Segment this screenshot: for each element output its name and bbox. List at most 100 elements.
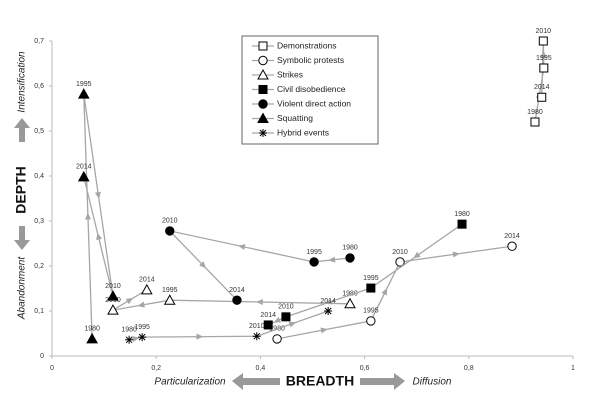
legend-label: Symbolic protests bbox=[277, 55, 344, 65]
data-point bbox=[77, 88, 90, 99]
direction-arrow bbox=[137, 301, 145, 308]
legend-marker bbox=[257, 68, 269, 80]
y-tick-label: 0,6 bbox=[34, 83, 44, 90]
direction-arrow bbox=[125, 297, 134, 305]
data-point bbox=[125, 335, 134, 344]
arrow-left bbox=[232, 373, 280, 390]
point-label: 1995 bbox=[363, 275, 379, 282]
data-point bbox=[263, 320, 273, 330]
point-label: 1980 bbox=[342, 245, 358, 252]
data-point bbox=[138, 333, 147, 342]
direction-arrow bbox=[196, 333, 204, 340]
legend-marker bbox=[259, 129, 267, 137]
point-label: 2010 bbox=[278, 304, 294, 311]
point-label: 2014 bbox=[534, 84, 550, 91]
arrow-up bbox=[14, 118, 30, 142]
arrow-down bbox=[14, 226, 30, 250]
point-label: 1995 bbox=[134, 324, 150, 331]
data-point bbox=[538, 36, 548, 46]
data-point bbox=[537, 92, 547, 102]
point-label: 1980 bbox=[342, 291, 358, 298]
data-point bbox=[366, 283, 376, 293]
point-label: 1980 bbox=[454, 211, 470, 218]
direction-arrow bbox=[381, 287, 388, 296]
legend-marker bbox=[257, 112, 269, 123]
point-label: 1980 bbox=[527, 109, 543, 116]
data-point bbox=[77, 170, 90, 182]
legend-marker bbox=[258, 99, 268, 109]
y-tick-label: 0,7 bbox=[34, 38, 44, 45]
point-label: 2014 bbox=[320, 298, 336, 305]
trajectory-line bbox=[167, 229, 351, 301]
direction-arrow bbox=[540, 50, 547, 58]
data-point bbox=[165, 226, 175, 236]
data-point bbox=[86, 332, 98, 344]
point-label: 1980 bbox=[121, 327, 137, 334]
y-tick-label: 0,4 bbox=[34, 173, 44, 180]
data-point bbox=[324, 307, 333, 315]
direction-arrow bbox=[328, 256, 336, 263]
data-point bbox=[309, 257, 319, 267]
data-point bbox=[140, 283, 153, 295]
y-tick-label: 0,3 bbox=[34, 218, 44, 225]
point-label: 1995 bbox=[76, 81, 92, 88]
point-label: 1980 bbox=[84, 326, 100, 333]
data-point bbox=[252, 332, 261, 341]
point-label: 2010 bbox=[162, 218, 178, 225]
legend-label: Hybrid events bbox=[277, 127, 329, 137]
legend-marker bbox=[258, 41, 268, 51]
direction-arrow bbox=[273, 316, 282, 323]
data-point bbox=[344, 297, 356, 309]
point-label: 2014 bbox=[139, 277, 155, 284]
point-label: 2010 bbox=[249, 323, 265, 330]
direction-arrow bbox=[132, 336, 140, 342]
point-label: 1995 bbox=[306, 249, 322, 256]
data-point bbox=[366, 316, 376, 326]
point-label: 1995 bbox=[363, 308, 379, 315]
legend-label: Squatting bbox=[277, 113, 313, 123]
x-tick-label: 0,8 bbox=[464, 365, 474, 372]
point-label: 1995 bbox=[162, 287, 178, 294]
direction-arrow bbox=[94, 191, 101, 200]
direction-arrow bbox=[85, 212, 92, 220]
data-point bbox=[232, 295, 242, 305]
point-label: 2014 bbox=[229, 287, 245, 294]
point-label: 2014 bbox=[76, 164, 92, 171]
point-label: 2010 bbox=[536, 28, 552, 35]
direction-arrow bbox=[199, 261, 207, 269]
direction-arrow bbox=[288, 321, 297, 328]
direction-arrow bbox=[320, 327, 328, 334]
point-label: 2010 bbox=[392, 249, 408, 256]
x-low-label: Particularization bbox=[154, 377, 226, 388]
y-tick-label: 0,5 bbox=[34, 128, 44, 135]
direction-arrow bbox=[237, 244, 246, 250]
x-tick-label: 0,2 bbox=[151, 365, 161, 372]
legend-label: Civil disobedience bbox=[277, 84, 346, 94]
y-axis-label: DEPTH bbox=[13, 166, 29, 213]
x-axis-label: BREADTH bbox=[286, 373, 354, 389]
direction-arrow bbox=[452, 251, 460, 258]
direction-arrow bbox=[413, 251, 421, 259]
point-label: 2010 bbox=[105, 283, 121, 290]
data-point bbox=[107, 304, 119, 315]
x-high-label: Diffusion bbox=[413, 377, 452, 388]
arrow-right bbox=[360, 373, 405, 390]
legend-marker bbox=[258, 85, 268, 94]
x-tick-label: 0,4 bbox=[256, 365, 266, 372]
data-point bbox=[507, 241, 517, 251]
data-point bbox=[395, 257, 405, 267]
x-tick-label: 1 bbox=[571, 365, 575, 372]
data-point bbox=[345, 253, 355, 263]
point-label: 2014 bbox=[504, 233, 520, 240]
data-point bbox=[539, 63, 549, 73]
data-point bbox=[530, 117, 540, 127]
data-point bbox=[272, 334, 282, 344]
y-tick-label: 0,2 bbox=[34, 263, 44, 270]
direction-arrow bbox=[324, 298, 333, 305]
data-point bbox=[107, 290, 119, 301]
direction-arrow bbox=[255, 299, 263, 306]
direction-arrow bbox=[96, 232, 102, 241]
x-tick-label: 0 bbox=[50, 365, 54, 372]
legend-label: Demonstrations bbox=[277, 40, 337, 50]
